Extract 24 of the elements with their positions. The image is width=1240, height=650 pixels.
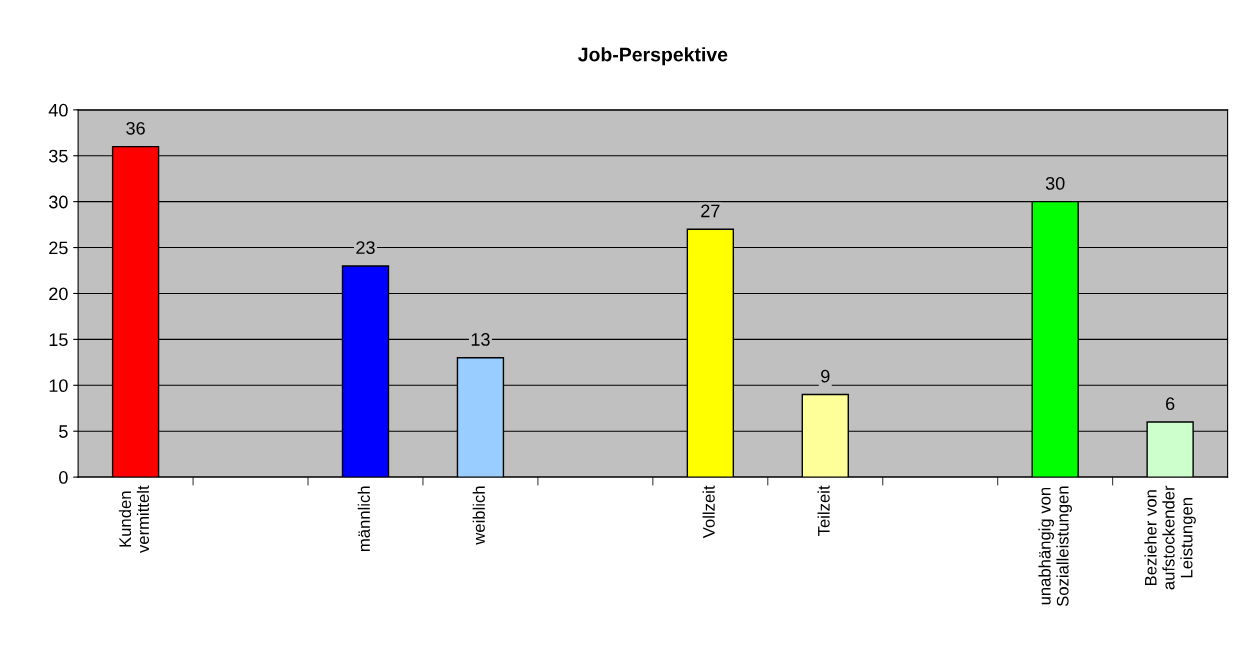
y-tick-label: 10 bbox=[49, 379, 68, 393]
y-tick-label: 40 bbox=[48, 103, 68, 117]
data-label: 30 bbox=[1045, 176, 1065, 190]
y-tick-label: 35 bbox=[49, 149, 68, 163]
chart-title: Job-Perspektive bbox=[578, 47, 728, 66]
x-tick-label: weiblich bbox=[472, 486, 485, 545]
data-label: 6 bbox=[1166, 397, 1175, 411]
y-tick-label: 25 bbox=[49, 241, 68, 255]
x-tick-label: Bezieher von aufstockender Leistungen bbox=[1144, 485, 1196, 590]
y-tick-label: 5 bbox=[59, 425, 68, 438]
x-tick-label: unabhängig von Sozialleistungen bbox=[1038, 486, 1072, 607]
data-label: 36 bbox=[126, 121, 145, 135]
x-tick-label: Teilzeit bbox=[817, 485, 830, 536]
y-tick-label: 15 bbox=[49, 333, 68, 347]
x-tick-label: Kunden vermittelt bbox=[118, 485, 150, 553]
data-label: 13 bbox=[471, 333, 490, 346]
data-label: 9 bbox=[821, 369, 830, 383]
x-tick-label: männlich bbox=[357, 486, 370, 552]
data-label: 27 bbox=[701, 204, 720, 218]
data-label: 23 bbox=[356, 241, 375, 255]
x-tick-label: Vollzeit bbox=[702, 485, 715, 539]
y-tick-label: 30 bbox=[49, 195, 68, 209]
y-tick-label: 20 bbox=[49, 287, 68, 301]
y-tick-label: 0 bbox=[59, 471, 68, 484]
